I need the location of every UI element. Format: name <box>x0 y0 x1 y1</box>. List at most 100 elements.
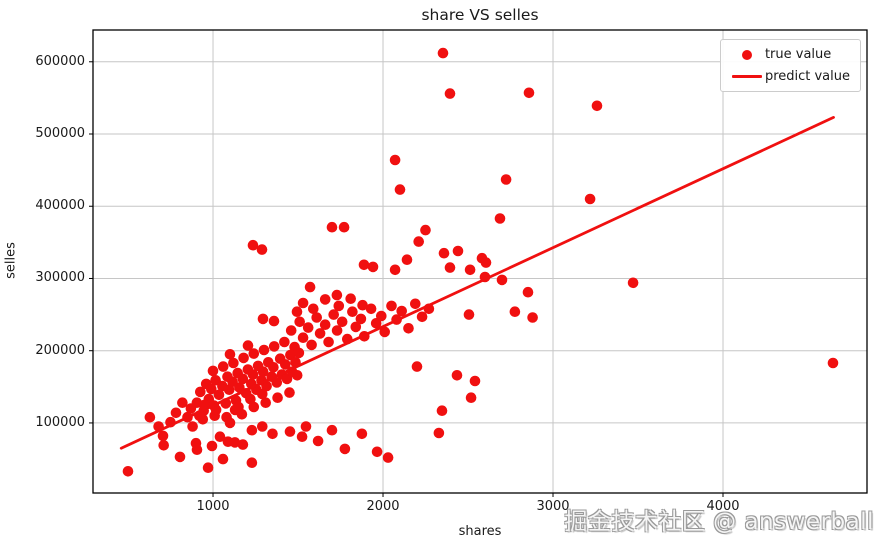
scatter-point <box>207 365 219 377</box>
scatter-point <box>523 87 535 99</box>
scatter-point <box>257 388 268 400</box>
scatter-point <box>500 174 512 185</box>
legend-item-true-value: true value <box>729 45 850 64</box>
scatter-point <box>246 457 258 469</box>
scatter-point <box>389 154 401 166</box>
scatter-point <box>248 348 260 359</box>
scatter-point <box>367 261 379 273</box>
scatter-point <box>527 312 538 323</box>
scatter-point <box>437 47 449 59</box>
scatter-point <box>480 257 492 268</box>
legend-item-predict-value: predict value <box>729 67 850 86</box>
scatter-point <box>401 254 413 265</box>
scatter-point <box>389 264 401 276</box>
scatter-point <box>144 411 156 423</box>
scatter-point <box>394 184 406 195</box>
scatter-point <box>328 309 340 320</box>
scatter-point <box>314 328 326 339</box>
scatter-point <box>356 428 368 440</box>
scatter-point <box>280 359 291 370</box>
scatter-point <box>170 407 182 419</box>
x-tick-label: 2000 <box>366 499 400 514</box>
plot-border <box>92 29 868 494</box>
legend-label-true-value: true value <box>764 47 832 62</box>
scatter-point <box>294 316 306 328</box>
scatter-point <box>238 352 249 364</box>
scatter-point <box>451 370 463 381</box>
scatter-point <box>357 299 368 311</box>
scatter-point <box>339 443 351 455</box>
scatter-point <box>247 369 259 380</box>
scatter-point <box>224 417 236 429</box>
scatter-point <box>433 427 445 439</box>
scatter-point <box>496 274 508 286</box>
scatter-point <box>258 344 270 356</box>
scatter-point <box>229 437 241 448</box>
scatter-point <box>438 247 450 259</box>
scatter-point <box>268 362 279 373</box>
scatter-point <box>494 213 506 224</box>
legend-label-predict-value: predict value <box>764 69 850 84</box>
scatter-point <box>396 305 408 317</box>
scatter-point <box>345 293 357 305</box>
scatter-point <box>260 397 272 409</box>
y-tick-label: 600000 <box>35 53 85 69</box>
scatter-point <box>245 393 256 405</box>
scatter-point <box>237 439 249 450</box>
scatter-point <box>338 221 350 233</box>
scatter-point <box>271 377 283 388</box>
scatter-point <box>319 294 331 305</box>
scatter-point <box>522 286 534 298</box>
scatter-point <box>206 383 217 395</box>
scatter-point <box>376 310 387 322</box>
scatter-point <box>333 300 345 312</box>
scatter-point <box>347 306 358 318</box>
legend-dot-marker-cell <box>729 49 765 60</box>
scatter-point <box>213 389 225 401</box>
scatter-point <box>331 325 343 336</box>
scatter-point <box>509 306 521 318</box>
scatter-point <box>410 298 421 310</box>
scatter-point <box>463 309 475 320</box>
scatter-point <box>827 357 839 369</box>
scatter-point <box>246 424 258 436</box>
scatter-point <box>217 361 229 372</box>
scatter-point <box>403 323 414 334</box>
y-tick-label: 400000 <box>35 198 85 214</box>
chart-title: share VS selles <box>421 6 539 24</box>
scatter-point <box>297 332 309 344</box>
legend: true value predict value <box>719 39 861 92</box>
y-tick-label: 500000 <box>35 126 85 141</box>
scatter-point <box>223 384 235 396</box>
scatter-point <box>257 421 268 432</box>
scatter-point <box>444 88 456 99</box>
scatter-point <box>257 366 269 378</box>
scatter-point <box>268 341 280 352</box>
scatter-point <box>469 375 481 387</box>
scatter-point <box>411 361 423 372</box>
x-axis-label: shares <box>458 524 502 539</box>
scatter-point <box>228 357 239 369</box>
scatter-point <box>242 340 254 351</box>
scatter-point <box>291 370 303 381</box>
y-tick-label: 100000 <box>35 414 85 430</box>
scatter-point <box>233 401 244 413</box>
legend-line-marker-cell <box>729 75 765 78</box>
scatter-point <box>308 303 319 315</box>
scatter-point <box>185 403 197 414</box>
scatter-marker-icon <box>741 49 752 60</box>
scatter-point <box>302 322 314 333</box>
scatter-point <box>158 440 169 451</box>
scatter-point <box>326 424 338 436</box>
scatter-point <box>284 387 295 398</box>
y-tick-label: 200000 <box>35 342 85 358</box>
scatter-point <box>323 336 334 348</box>
scatter-point <box>272 392 283 404</box>
scatter-point <box>444 262 456 273</box>
line-marker-icon <box>731 75 762 78</box>
scatter-point <box>413 236 425 247</box>
scatter-point <box>268 315 280 327</box>
scatter-point <box>177 397 188 409</box>
scatter-point <box>157 430 169 442</box>
